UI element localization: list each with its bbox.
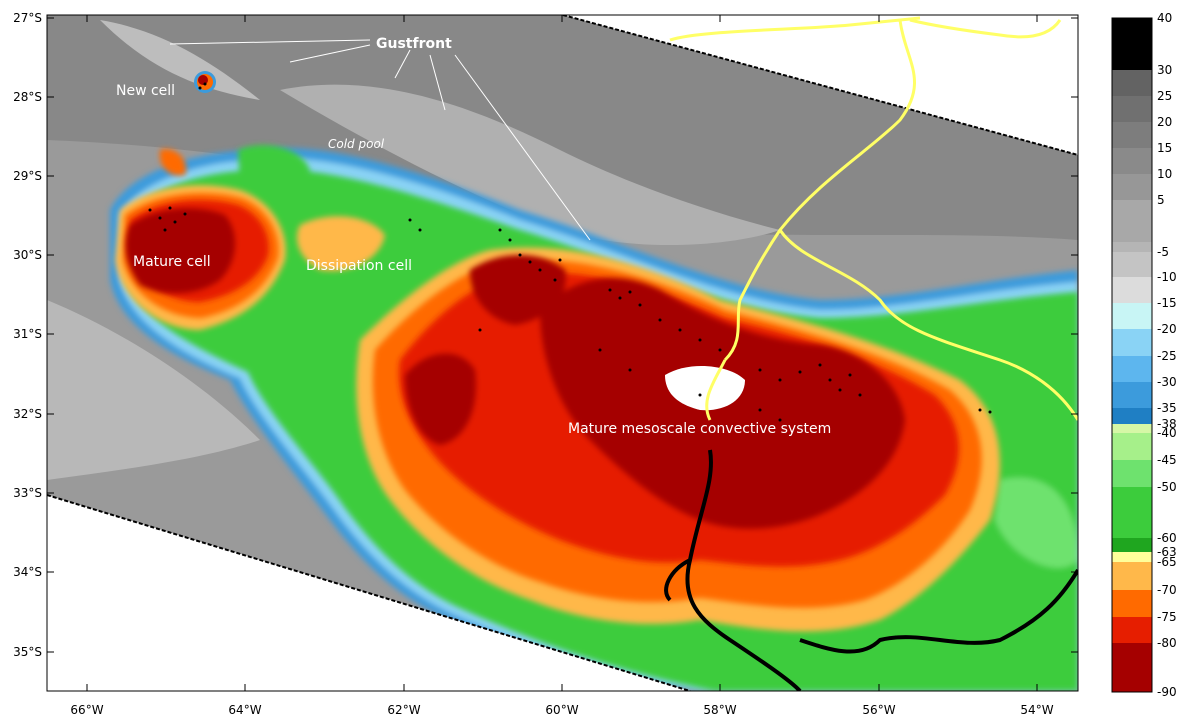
swath-edge-top: [562, 15, 1078, 156]
colorbar-band: [1112, 643, 1152, 692]
latitude-axis: 27°S 28°S 29°S 30°S 31°S 32°S 33°S 34°S 35°S: [13, 11, 1078, 659]
colorbar-label: -15: [1157, 296, 1177, 310]
overshooting-top: [665, 365, 745, 411]
lat-tick-label: 31°S: [13, 327, 42, 341]
lat-tick-label: 29°S: [13, 169, 42, 183]
label-mcs: Mature mesoscale convective system: [568, 421, 831, 437]
colorbar-band: [1112, 433, 1152, 460]
swath-edge-bottom: [47, 494, 691, 691]
colorbar-label: -25: [1157, 349, 1177, 363]
colorbar: 40 30 25 20 15 10 5 -5 -10 -15 -20 -25 -30 -35 -38-40 -…: [1111, 11, 1177, 699]
colorbar-band: [1112, 329, 1152, 356]
colorbar-label: -38: [1157, 417, 1177, 431]
border-yellow: [669, 16, 1078, 421]
colorbar-band: [1112, 303, 1152, 329]
border-black: [664, 449, 1078, 691]
colorbar-label: -70: [1157, 583, 1177, 597]
colorbar-label: -75: [1157, 610, 1177, 624]
colorbar-label: -45: [1157, 453, 1177, 467]
lat-tick-label: 30°S: [13, 248, 42, 262]
colorbar-label: 5: [1157, 193, 1165, 207]
colorbar-band: [1112, 562, 1152, 590]
lon-tick-label: 60°W: [545, 703, 578, 717]
label-mature-cell: Mature cell: [133, 254, 211, 270]
colorbar-band: [1112, 382, 1152, 408]
colorbar-label: -65: [1157, 555, 1177, 569]
label-new-cell: New cell: [116, 83, 175, 99]
colorbar-frame: [1111, 17, 1153, 693]
colorbar-band: [1112, 242, 1152, 252]
colorbar-label: 40: [1157, 11, 1172, 25]
lightning-markers: [148, 82, 992, 422]
colorbar-label: 20: [1157, 115, 1172, 129]
lat-tick-label: 27°S: [13, 11, 42, 25]
label-cold-pool: Cold pool: [328, 137, 385, 151]
colorbar-label: 30: [1157, 63, 1172, 77]
colorbar-band: [1112, 277, 1152, 303]
colorbar-label: 15: [1157, 141, 1172, 155]
lat-tick-label: 33°S: [13, 486, 42, 500]
colorbar-label: -30: [1157, 375, 1177, 389]
colorbar-label: -63: [1157, 545, 1177, 559]
lon-tick-label: 66°W: [70, 703, 103, 717]
colorbar-band: [1112, 552, 1152, 562]
label-dissipation-cell: Dissipation cell: [306, 258, 412, 274]
colorbar-band: [1112, 148, 1152, 174]
colorbar-band: [1112, 460, 1152, 487]
colorbar-band: [1112, 617, 1152, 643]
colorbar-label: -10: [1157, 270, 1177, 284]
colorbar-label: -50: [1157, 480, 1177, 494]
lat-tick-label: 28°S: [13, 90, 42, 104]
lon-tick-label: 54°W: [1020, 703, 1053, 717]
colorbar-label: -90: [1157, 685, 1177, 699]
colorbar-band: [1112, 174, 1152, 200]
colorbar-band: [1112, 200, 1152, 242]
colorbar-band: [1112, 356, 1152, 382]
longitude-axis: 66°W 64°W 62°W 60°W 58°W 56°W 54°W: [70, 15, 1054, 717]
colorbar-label: 10: [1157, 167, 1172, 181]
lat-tick-label: 32°S: [13, 407, 42, 421]
colorbar-label: -35: [1157, 401, 1177, 415]
colorbar-band: [1112, 70, 1152, 96]
colorbar-band: [1112, 424, 1152, 433]
colorbar-band: [1112, 122, 1152, 148]
colorbar-band: [1112, 252, 1152, 277]
colorbar-band: [1112, 538, 1152, 552]
lat-tick-label: 34°S: [13, 565, 42, 579]
colorbar-label: -40: [1157, 426, 1177, 440]
lon-tick-label: 64°W: [228, 703, 261, 717]
colorbar-label: -80: [1157, 636, 1177, 650]
colorbar-band: [1112, 18, 1152, 70]
gustfront-pointers: [169, 39, 591, 241]
colorbar-band: [1112, 487, 1152, 538]
colorbar-label: -20: [1157, 322, 1177, 336]
colorbar-band: [1112, 408, 1152, 424]
lat-tick-label: 35°S: [13, 645, 42, 659]
colorbar-label: -60: [1157, 531, 1177, 545]
label-gustfront: Gustfront: [376, 36, 452, 52]
colorbar-band: [1112, 96, 1152, 122]
satellite-swath: [47, 15, 1078, 691]
colorbar-label: -5: [1157, 245, 1169, 259]
lon-tick-label: 58°W: [703, 703, 736, 717]
colorbar-label: 25: [1157, 89, 1172, 103]
colorbar-band: [1112, 590, 1152, 617]
lon-tick-label: 56°W: [862, 703, 895, 717]
lon-tick-label: 62°W: [387, 703, 420, 717]
